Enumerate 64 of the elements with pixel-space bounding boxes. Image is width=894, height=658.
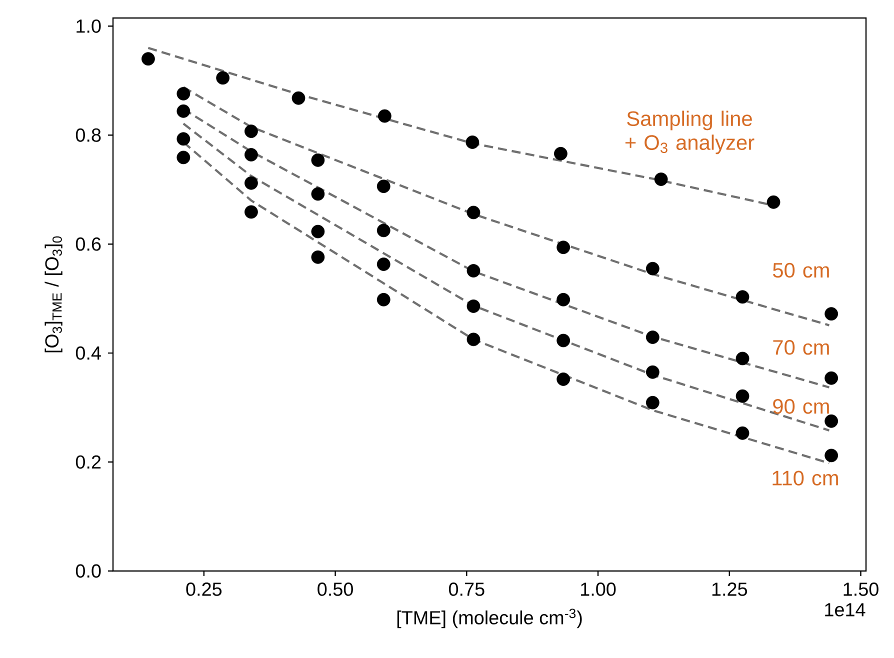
point (646, 330, 660, 344)
x-tick-label: 1.00 (581, 582, 616, 596)
point (824, 414, 838, 428)
point (292, 91, 306, 105)
point (142, 52, 155, 66)
point (556, 334, 570, 348)
y-axis-title: [O$_{3}$]$_{TME}$ / [O$_{3}$]$_{0}$ (44, 236, 62, 352)
series-label: 90 cm (773, 399, 829, 414)
point (311, 250, 325, 264)
point (824, 448, 838, 462)
point (376, 258, 390, 271)
x-tick-label: 0.50 (318, 582, 353, 596)
point (824, 307, 838, 321)
point (736, 389, 750, 403)
y-tick-label: 0.4 (76, 346, 101, 360)
x-axis-title: [TME] (molecule cm$^{-3}$) (397, 608, 582, 628)
point (736, 352, 750, 366)
point (378, 109, 392, 123)
point (766, 195, 780, 209)
series-label: Sampling line + O$_{3}$ analyzer (625, 110, 754, 154)
point (244, 176, 258, 190)
x-tick-label: 1.25 (712, 582, 748, 596)
point (556, 292, 570, 306)
point (736, 426, 750, 440)
point (376, 292, 390, 306)
series-label: 110 cm (772, 470, 838, 486)
point (244, 148, 258, 162)
point (654, 172, 668, 186)
point (216, 71, 230, 85)
x-tick-label: 0.25 (186, 582, 222, 596)
point (646, 396, 660, 410)
point (176, 132, 190, 146)
x-tick-label: 1.50 (844, 582, 878, 596)
point (176, 104, 190, 118)
point (176, 87, 190, 100)
point (646, 262, 660, 276)
point (311, 187, 325, 201)
point (466, 332, 480, 346)
point (554, 146, 568, 160)
y-tick-label: 0.6 (76, 237, 101, 251)
point (244, 205, 258, 219)
point (736, 290, 750, 304)
y-tick-label: 0.0 (76, 564, 101, 578)
text: 1e14 (825, 603, 866, 616)
series-label: 70 cm (773, 340, 829, 355)
point (311, 224, 325, 238)
point (466, 264, 480, 278)
y-tick-label: 0.8 (76, 128, 101, 142)
point (466, 206, 480, 220)
y-tick-label: 0.2 (76, 455, 101, 469)
y-tick-label: 1.0 (76, 19, 101, 33)
point (824, 371, 838, 385)
point (311, 153, 325, 167)
point (176, 150, 190, 164)
x-tick-label: 0.75 (448, 582, 484, 596)
point (556, 372, 570, 386)
point (244, 124, 258, 138)
point (556, 240, 570, 254)
point (376, 224, 390, 238)
point (466, 136, 480, 149)
series-label: 50 cm (773, 262, 829, 278)
point (376, 180, 390, 194)
point (466, 299, 480, 313)
point (646, 365, 660, 379)
